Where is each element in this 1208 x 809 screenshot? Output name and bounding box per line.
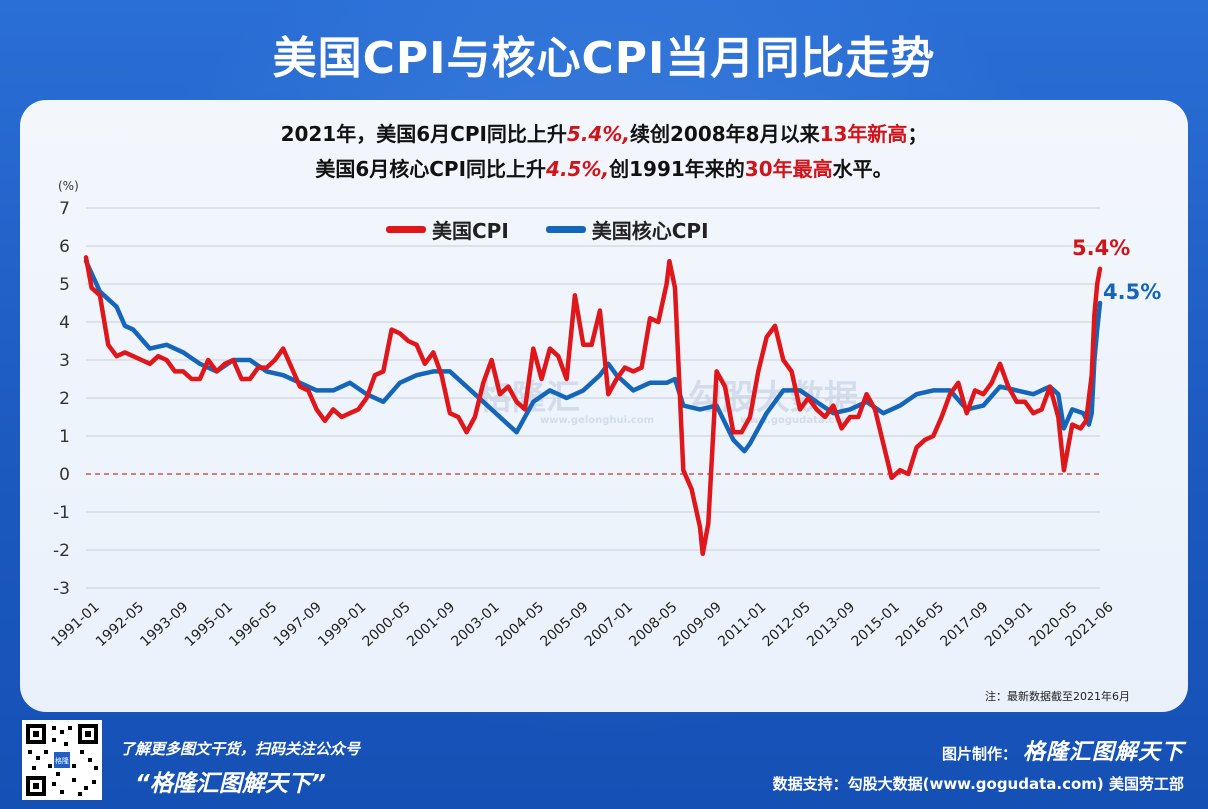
footer-made-by-label: 图片制作： — [941, 745, 1017, 763]
x-tick-label: 1995-01 — [182, 599, 236, 650]
y-tick-label: 0 — [59, 465, 70, 485]
y-tick-label: 3 — [59, 351, 70, 371]
legend-item-cpi: 美国CPI — [386, 215, 509, 244]
x-tick-label: 1997-09 — [271, 599, 325, 650]
x-tick-label: 1992-05 — [93, 599, 147, 650]
x-tick-label: 2004-05 — [493, 599, 547, 650]
chart-grid — [86, 207, 1100, 589]
subtitle-1e: ； — [907, 122, 928, 146]
watermark-brand-url: www.gelonghui.com — [540, 415, 655, 426]
x-tick-label: 2008-05 — [626, 599, 680, 650]
subtitle-1d: 13年新高 — [819, 122, 908, 146]
y-tick-label: 4 — [59, 313, 70, 333]
x-tick-label: 2005-09 — [537, 599, 591, 650]
x-tick-label: 2015-01 — [849, 599, 903, 650]
y-tick-label: 7 — [59, 199, 70, 219]
subtitle-2c: 创1991年来的 — [609, 157, 745, 181]
x-tick-label: 2009-09 — [671, 599, 725, 650]
x-tick-label: 2003-01 — [449, 599, 503, 650]
x-tick-label: 1993-09 — [137, 599, 191, 650]
subtitle-2e: 水平。 — [832, 157, 893, 181]
qr-code[interactable]: 格隆 — [22, 720, 102, 800]
legend-swatch-cpi — [386, 226, 426, 233]
y-tick-label: -1 — [53, 503, 70, 523]
x-tick-label: 1991-01 — [48, 599, 102, 650]
cpi-series-line — [83, 255, 1103, 557]
x-tick-label: 2001-09 — [404, 599, 458, 650]
footer-brand: 格隆汇图解天下 — [1022, 740, 1184, 765]
x-tick-label: 2011-01 — [715, 599, 769, 650]
subtitle-2d: 30年最高 — [744, 157, 833, 181]
subtitle-line-1: 2021年，美国6月CPI同比上升5.4%,续创2008年8月以来13年新高； — [0, 118, 1208, 147]
footer-account: “格隆汇图解天下” — [135, 771, 326, 797]
x-tick-label: 2016-05 — [893, 599, 947, 650]
y-tick-label: 1 — [59, 427, 70, 447]
y-axis-label: (%) — [58, 179, 79, 193]
page-title: 美国CPI与核心CPI当月同比走势 — [272, 33, 936, 84]
subtitle-line-2: 美国6月核心CPI同比上升4.5%,创1991年来的30年最高水平。 — [0, 153, 1208, 182]
qr-code-pattern: 格隆 — [26, 724, 98, 796]
legend-label-cpi: 美国CPI — [432, 219, 509, 243]
legend-item-core: 美国核心CPI — [545, 215, 709, 244]
core-cpi-series-line — [83, 258, 1103, 454]
watermark-data-url: www.gogudata.com — [740, 415, 852, 426]
x-tick-label: 2007-01 — [582, 599, 636, 650]
x-tick-label: 2017-09 — [937, 599, 991, 650]
x-tick-label: 2013-09 — [804, 599, 858, 650]
x-tick-label: 1996-05 — [226, 599, 280, 650]
y-tick-label: -3 — [53, 579, 70, 599]
y-axis: 7 6 5 4 3 2 1 0 -1 -2 -3 — [53, 199, 70, 599]
footer-source: 数据支持：勾股大数据(www.gogudata.com) 美国劳工部 — [772, 775, 1184, 793]
footer-promo: 了解更多图文干货，扫码关注公众号 — [120, 740, 361, 758]
y-tick-label: 5 — [59, 275, 70, 295]
x-tick-label: 2000-05 — [360, 599, 414, 650]
x-tick-label: 2012-05 — [760, 599, 814, 650]
subtitle-1b: 5.4%, — [566, 122, 630, 146]
x-axis: 1991-011992-051993-091995-011996-051997-… — [48, 599, 1116, 650]
legend-label-core: 美国核心CPI — [591, 219, 709, 243]
chart-series — [83, 255, 1103, 557]
subtitle-2a: 美国6月核心CPI同比上升 — [315, 157, 547, 181]
y-tick-label: -2 — [53, 541, 70, 561]
x-tick-label: 2019-01 — [982, 599, 1036, 650]
legend-swatch-core — [545, 226, 586, 233]
footer-made-by: 图片制作： 格隆汇图解天下 — [942, 734, 1184, 766]
y-tick-label: 6 — [59, 237, 70, 257]
cpi-end-label: 5.4% — [1072, 236, 1130, 260]
subtitle-2b: 4.5%, — [546, 157, 610, 181]
chart-card — [20, 100, 1188, 712]
chart-legend: 美国CPI 美国核心CPI — [386, 214, 739, 244]
subtitle-1a: 2021年，美国6月CPI同比上升 — [280, 122, 567, 146]
qr-code-label: 格隆 — [55, 756, 69, 765]
subtitle-1c: 续创2008年8月以来 — [630, 122, 820, 146]
data-note: 注：最新数据截至2021年6月 — [985, 690, 1130, 703]
core-cpi-end-label: 4.5% — [1103, 280, 1161, 304]
y-tick-label: 2 — [59, 389, 70, 409]
x-tick-label: 1999-01 — [315, 599, 369, 650]
